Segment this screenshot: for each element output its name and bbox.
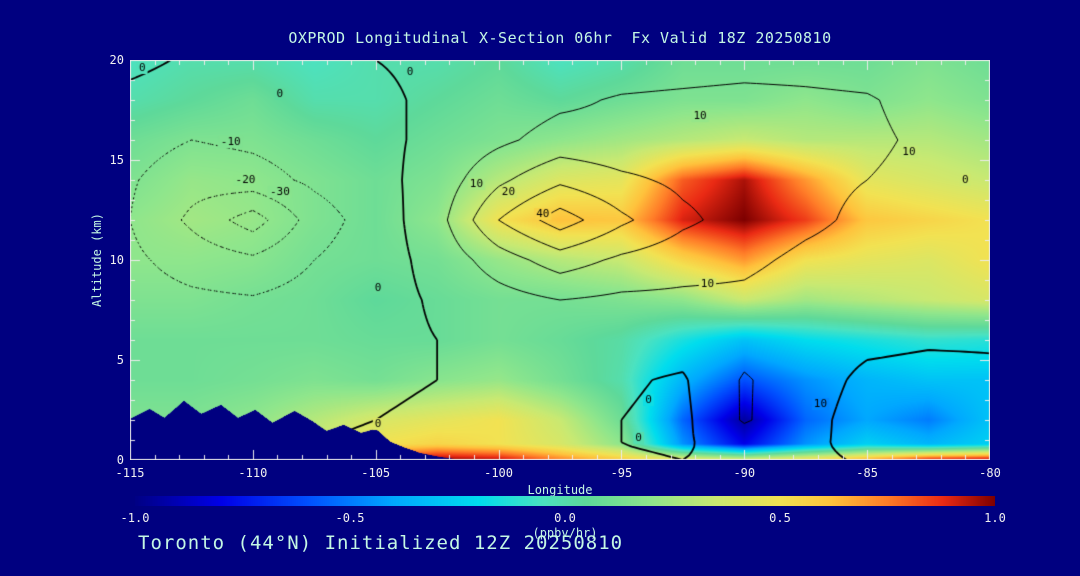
colorbar-unit-label: (ppbv/hr) xyxy=(532,526,598,540)
x-tick-label: -115 xyxy=(115,466,145,480)
x-tick-label: -105 xyxy=(361,466,391,480)
colorbar-tick-label: 0.0 xyxy=(554,511,576,525)
x-axis-title: Longitude xyxy=(527,483,593,497)
y-tick-label: 0 xyxy=(116,453,124,467)
y-tick-label: 5 xyxy=(116,353,124,367)
y-axis-title: Altitude (km) xyxy=(90,213,104,307)
y-tick-label: 15 xyxy=(109,153,124,167)
x-tick-label: -100 xyxy=(484,466,514,480)
contour-plot-canvas xyxy=(130,60,990,460)
colorbar-tick-label: -0.5 xyxy=(335,511,365,525)
x-tick-label: -110 xyxy=(238,466,268,480)
y-tick-label: 20 xyxy=(109,53,124,67)
x-tick-label: -85 xyxy=(856,466,878,480)
colorbar xyxy=(135,496,995,506)
plot-title: OXPROD Longitudinal X-Section 06hr Fx Va… xyxy=(288,29,832,47)
x-tick-label: -80 xyxy=(979,466,1001,480)
x-tick-label: -90 xyxy=(733,466,756,480)
colorbar-tick-label: 0.5 xyxy=(769,511,791,525)
y-tick-label: 10 xyxy=(109,253,124,267)
footer-caption: Toronto (44°N) Initialized 12Z 20250810 xyxy=(138,532,624,554)
x-tick-label: -95 xyxy=(610,466,633,480)
colorbar-tick-label: -1.0 xyxy=(120,511,150,525)
colorbar-tick-label: 1.0 xyxy=(984,511,1006,525)
